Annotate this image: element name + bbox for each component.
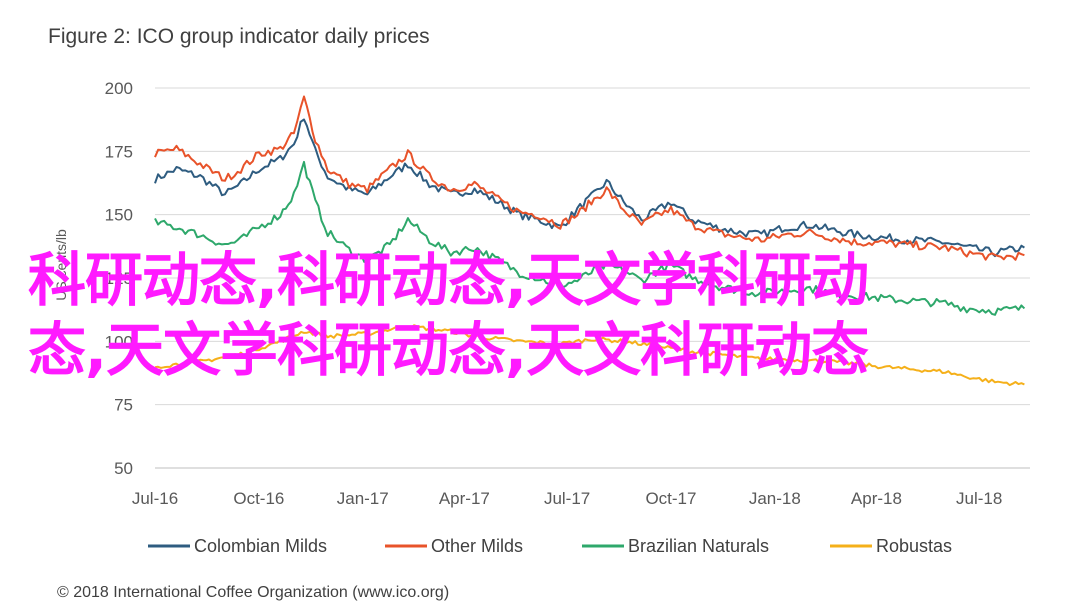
y-tick-label: 125	[105, 269, 133, 288]
x-tick-label: Jul-16	[132, 489, 178, 508]
x-tick-label: Apr-17	[439, 489, 490, 508]
series-line-robustas	[154, 324, 1025, 387]
y-tick-label: 75	[114, 396, 133, 415]
y-axis-label: US cents/lb	[53, 229, 69, 301]
x-tick-label: Oct-16	[233, 489, 284, 508]
y-tick-label: 100	[105, 332, 133, 351]
legend-label: Other Milds	[431, 536, 523, 556]
series-line-other-milds	[154, 95, 1025, 261]
x-tick-label: Jan-18	[749, 489, 801, 508]
series-line-brazilian-naturals	[154, 160, 1026, 316]
legend-label: Robustas	[876, 536, 952, 556]
x-tick-label: Jan-17	[337, 489, 389, 508]
legend: Colombian Milds Other Milds Brazilian Natu…	[148, 536, 952, 556]
legend-label: Colombian Milds	[194, 536, 327, 556]
copyright-footer: © 2018 International Coffee Organization…	[57, 584, 449, 601]
y-tick-label: 150	[105, 206, 133, 225]
y-tick-label: 175	[105, 142, 133, 161]
x-tick-label: Jul-17	[544, 489, 590, 508]
x-axis-ticks: Jul-16 Oct-16 Jan-17 Apr-17 Jul-17 Oct-17 Jan-…	[132, 489, 1003, 508]
legend-label: Brazilian Naturals	[628, 536, 769, 556]
y-tick-label: 50	[114, 459, 133, 478]
x-tick-label: Jul-18	[956, 489, 1002, 508]
chart-title: Figure 2: ICO group indicator daily pric…	[48, 25, 430, 48]
x-tick-label: Oct-17	[645, 489, 696, 508]
y-axis-ticks: 50 75 100 125 150 175 200	[105, 79, 133, 478]
series-line-colombian-milds	[154, 118, 1025, 258]
series-lines	[154, 95, 1026, 387]
watermark-line-2: 态,天文学科研动态,天文科研动态	[28, 316, 869, 384]
y-tick-label: 200	[105, 79, 133, 98]
x-tick-label: Apr-18	[851, 489, 902, 508]
watermark-line-1: 科研动态,科研动态,天文学科研动	[28, 246, 869, 314]
